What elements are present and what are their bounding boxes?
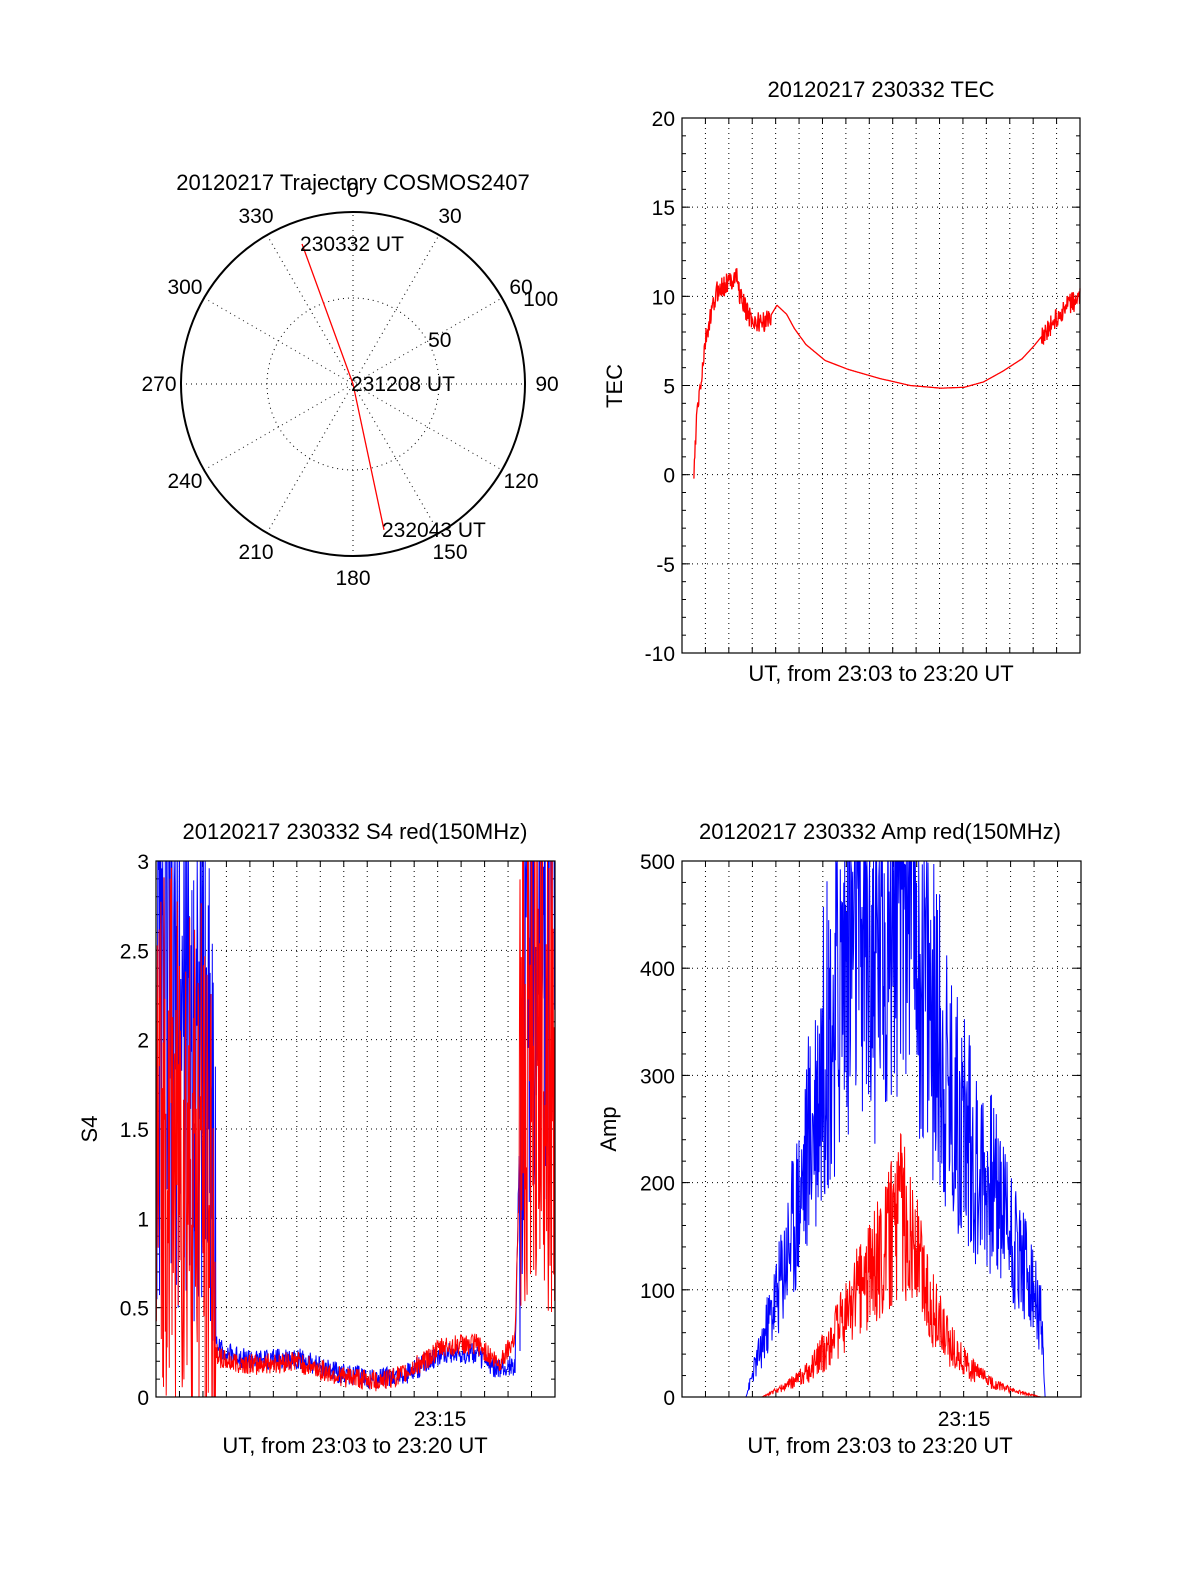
y-tick-label: 0 [663, 465, 675, 488]
y-tick-label: 15 [652, 197, 675, 220]
y-tick-label: 100 [640, 1280, 675, 1303]
polar-annotations: 230332 UT 231208 UT 232043 UT [300, 233, 486, 542]
polar-angle-label: 180 [335, 567, 370, 590]
y-tick-label: -10 [645, 643, 675, 666]
y-tick-label: 20 [652, 108, 675, 131]
y-tick-label: 0.5 [120, 1298, 149, 1321]
y-tick-label: 1 [137, 1208, 149, 1231]
y-tick-label: -5 [656, 554, 675, 577]
trajectory-line [301, 243, 385, 530]
plot-frame [155, 860, 556, 1398]
series-line [155, 860, 556, 1398]
polar-inner-circle [266, 297, 440, 471]
polar-radius-label: 100 [523, 288, 558, 311]
plot-frame [681, 860, 1082, 1398]
y-tick-label: 300 [640, 1065, 675, 1088]
polar-angle-label: 240 [167, 470, 202, 493]
polar-radius-labels: 50 100 [428, 288, 558, 352]
polar-angle-label: 210 [238, 541, 273, 564]
trajectory-time-label: 230332 UT [300, 233, 404, 256]
polar-angle-label: 150 [432, 541, 467, 564]
polar-angle-labels: 0 30 60 90 120 150 180 210 240 270 300 330 [141, 179, 558, 590]
polar-angle-label: 90 [535, 373, 558, 396]
y-tick-label: 200 [640, 1173, 675, 1196]
y-tick-label: 0 [663, 1387, 675, 1410]
plot-frame [681, 117, 1081, 654]
amp-chart: 20120217 230332 Amp red(150MHz) UT, from… [596, 819, 1082, 1458]
s4-ylabel: S4 [77, 1116, 102, 1143]
y-tick-label: 0 [137, 1387, 149, 1410]
polar-radius-label: 50 [428, 329, 451, 352]
trajectory-time-label: 231208 UT [351, 373, 455, 396]
polar-angle-label: 60 [509, 276, 532, 299]
y-tick-label: 1.5 [120, 1119, 149, 1142]
amp-ylabel: Amp [596, 1106, 621, 1151]
s4-xtick-label: 23:15 [414, 1408, 467, 1431]
amp-xlabel: UT, from 23:03 to 23:20 UT [747, 1433, 1012, 1458]
tec-title: 20120217 230332 TEC [767, 77, 994, 102]
polar-angle-label: 120 [503, 470, 538, 493]
polar-series [301, 243, 385, 530]
polar-grid [180, 211, 526, 557]
series-line [693, 268, 1081, 479]
polar-angle-label: 330 [238, 205, 273, 228]
tec-ylabel: TEC [602, 364, 627, 408]
y-tick-label: 500 [640, 851, 675, 874]
y-tick-label: 3 [137, 851, 149, 874]
amp-title: 20120217 230332 Amp red(150MHz) [699, 819, 1061, 844]
series-line [682, 860, 1081, 1398]
s4-chart: 20120217 230332 S4 red(150MHz) UT, from … [77, 819, 556, 1458]
polar-angle-label: 30 [438, 205, 461, 228]
tec-chart: 20120217 230332 TEC UT, from 23:03 to 23… [602, 77, 1081, 686]
y-tick-label: 2.5 [120, 940, 149, 963]
y-tick-label: 10 [652, 286, 675, 309]
polar-angle-label: 300 [167, 276, 202, 299]
tec-xlabel: UT, from 23:03 to 23:20 UT [748, 661, 1013, 686]
y-tick-label: 5 [663, 376, 675, 399]
polar-angle-label: 270 [141, 373, 176, 396]
trajectory-polar-chart: 20120217 Trajectory COSMOS2407 0 30 60 90 12… [141, 170, 558, 590]
y-tick-label: 400 [640, 958, 675, 981]
polar-angle-label: 0 [347, 179, 359, 202]
series-line [155, 860, 556, 1398]
s4-title: 20120217 230332 S4 red(150MHz) [183, 819, 528, 844]
s4-xlabel: UT, from 23:03 to 23:20 UT [222, 1433, 487, 1458]
polar-title: 20120217 Trajectory COSMOS2407 [176, 170, 529, 195]
trajectory-time-label: 232043 UT [382, 519, 486, 542]
amp-xtick-label: 23:15 [938, 1408, 991, 1431]
y-tick-label: 2 [137, 1030, 149, 1053]
